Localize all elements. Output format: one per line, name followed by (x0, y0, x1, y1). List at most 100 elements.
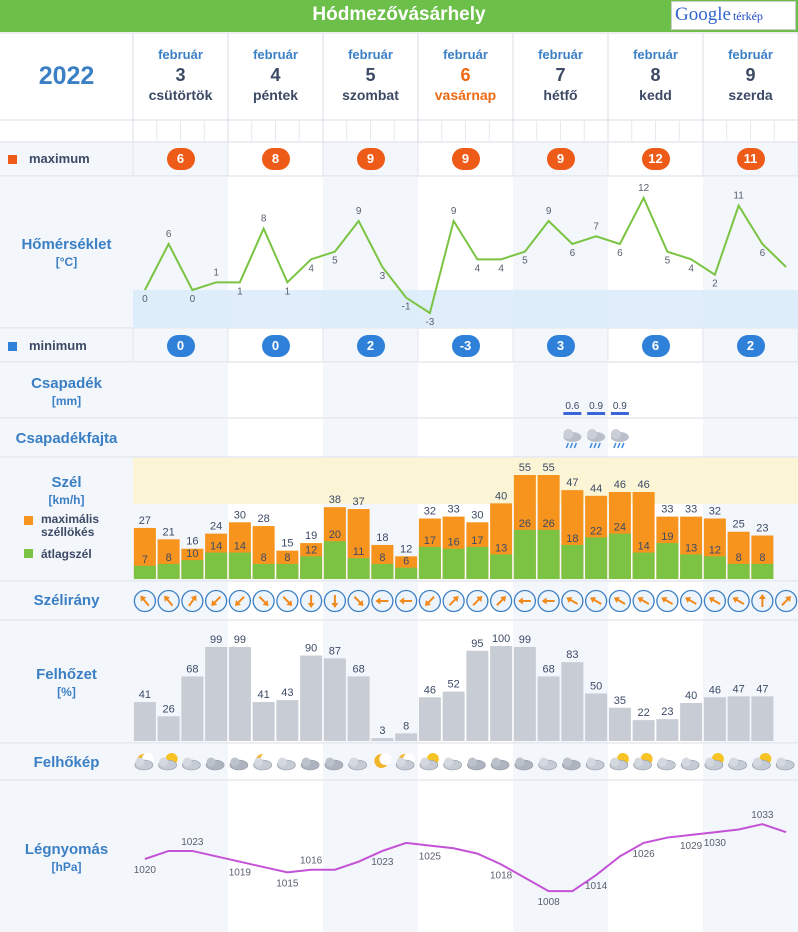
wind-direction-icon (727, 589, 750, 613)
wind-arrow (613, 596, 626, 605)
daily-min-badge: 2 (356, 335, 385, 357)
wind-direction-icon (513, 589, 537, 613)
daily-min-badge: -3 (451, 335, 480, 357)
arrow-head (785, 596, 792, 603)
cloud-bar (205, 646, 228, 741)
wind-direction-icon (656, 589, 679, 613)
cloud-shape (254, 757, 264, 767)
wind-gust-value: 28 (258, 513, 270, 525)
row-label-bg (0, 177, 133, 328)
wind-direction-icon (323, 589, 347, 613)
pressure-point-label: 1016 (300, 856, 323, 867)
cloud-value: 46 (709, 684, 721, 696)
day-bg (513, 363, 608, 418)
partly-cloudy-icon (182, 757, 201, 771)
arrow-head (140, 595, 147, 602)
maximum-legend: maximum (0, 151, 133, 166)
temperature-point-label: 2 (712, 279, 718, 290)
wind-avg-bar (300, 556, 323, 579)
minimum-label: minimum (29, 338, 87, 353)
arrow-head (262, 599, 269, 606)
gust-square-icon (24, 516, 33, 525)
cloud-value: 43 (281, 687, 293, 699)
pressure-point-label: 1033 (751, 810, 774, 821)
cloud-value: 68 (543, 663, 555, 675)
arrow-head (399, 597, 405, 605)
day-number: 4 (270, 65, 281, 85)
wind-gust-value: 24 (210, 521, 222, 533)
wind-avg-value: 20 (329, 529, 341, 541)
pressure-point-label: 1014 (585, 881, 608, 892)
cloud-value: 68 (353, 663, 365, 675)
wind-arrow (661, 596, 674, 605)
wind-avg-bar (751, 563, 774, 579)
day-bg (418, 363, 513, 418)
temperature-point-label: 1 (213, 267, 219, 278)
pressure-label: Légnyomás [hPa] (0, 841, 133, 874)
sun-cloud-icon (609, 753, 629, 771)
wind-avg-bar (181, 560, 204, 579)
cloud-bar (656, 719, 679, 741)
pressure-point-label: 1025 (419, 852, 442, 863)
cloud-value: 40 (685, 690, 697, 702)
wind-gust-value: 15 (281, 538, 293, 550)
pressure-point-label: 1019 (229, 868, 252, 879)
wind-gust-value: 33 (448, 504, 460, 516)
wind-avg-bar (205, 552, 228, 579)
wind-gust-value: 27 (139, 515, 151, 527)
wind-arrow (307, 595, 315, 608)
rain-drop (573, 442, 578, 449)
wind-gust-value: 44 (590, 483, 602, 495)
temperature-point-label: 5 (332, 256, 338, 267)
precip-bar (563, 412, 582, 415)
day-column-4: február 4 péntek (228, 33, 323, 119)
row-label-bg (0, 781, 133, 932)
google-logo-text: Google (675, 4, 731, 25)
wind-avg-bar (537, 529, 560, 579)
wind-avg-bar (157, 563, 180, 579)
wind-direction-icon (442, 589, 465, 613)
cloud-shape (681, 757, 691, 767)
rain-drop (593, 442, 597, 449)
cloud-bar (680, 703, 703, 741)
cloud-bar (751, 696, 774, 741)
rain-snow-sun-icon (610, 429, 629, 449)
pressure-unit: [hPa] (51, 860, 82, 874)
daily-max-badge: 9 (451, 148, 480, 170)
wind-label: Szél [km/h] (0, 474, 133, 507)
day-column-9: február 9 szerda (703, 33, 798, 119)
wind-direction-icon (252, 589, 275, 613)
avg-label: átlagszél (41, 547, 92, 561)
wind-arrow (590, 596, 602, 605)
cloudy-icon (514, 757, 534, 771)
temperature-point-label: -1 (402, 302, 411, 313)
cloud-shape (325, 757, 335, 767)
arrow-head (500, 596, 507, 603)
arrow-head (708, 596, 715, 604)
temperature-point-label: 9 (356, 206, 362, 217)
partly-cloudy-moon-icon (253, 753, 273, 771)
row-label-bg (0, 419, 133, 457)
cloud-shape (729, 757, 739, 767)
pressure-point-label: 1029 (680, 841, 703, 852)
wind-avg-value: 6 (403, 556, 409, 568)
row-label-bg (0, 744, 133, 780)
cloud-bar (133, 702, 156, 741)
day-column-5: február 5 szombat (323, 33, 418, 119)
pressure-point-label: 1023 (371, 857, 394, 868)
day-weekday: kedd (639, 87, 672, 103)
wind-avg-value: 18 (566, 533, 578, 545)
day-weekday: szerda (728, 87, 773, 103)
row-label-bg (0, 458, 133, 581)
pressure-line (144, 823, 787, 893)
wind-direction-icon (228, 589, 252, 613)
temperature-point-label: 0 (190, 294, 196, 305)
cloud-bar (703, 697, 726, 741)
partly-cloudy-icon (348, 757, 367, 771)
google-map-link[interactable]: Google térkép (671, 1, 796, 30)
cloudy-icon (205, 757, 225, 771)
wind-avg-value: 19 (661, 531, 673, 543)
cloud-value: 47 (733, 683, 745, 695)
wind-direction-icon (584, 589, 608, 613)
arrow-head (286, 599, 293, 606)
